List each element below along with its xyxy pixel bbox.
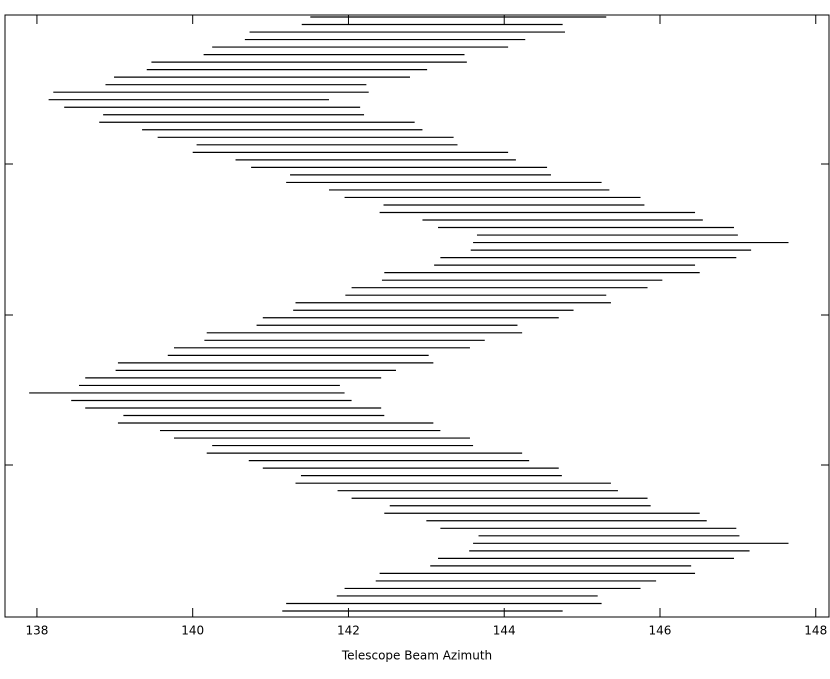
x-tick-label: 146 (649, 624, 672, 638)
x-tick-label: 142 (337, 624, 360, 638)
x-tick-label: 148 (804, 624, 827, 638)
x-axis-label: Telescope Beam Azimuth (341, 649, 492, 663)
x-tick-label: 140 (181, 624, 204, 638)
y-ticks (5, 163, 829, 466)
x-tick-label: 144 (493, 624, 516, 638)
x-tick-label: 138 (25, 624, 48, 638)
plot-frame (4, 14, 830, 618)
